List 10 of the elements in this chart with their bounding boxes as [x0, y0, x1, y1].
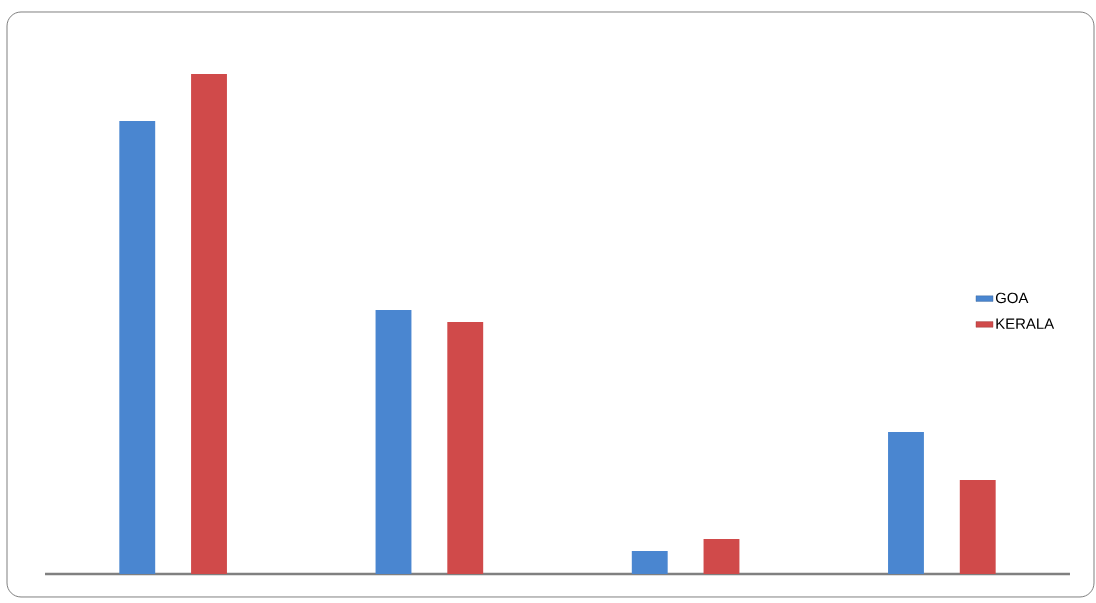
- legend-label: KERALA: [996, 318, 1055, 329]
- bar: [191, 73, 227, 574]
- bar: [703, 538, 740, 574]
- bar: [888, 431, 924, 574]
- bar: [375, 309, 412, 574]
- bar: [631, 550, 668, 574]
- bar: [959, 479, 996, 574]
- legend-label: GOA: [995, 292, 1029, 304]
- bar: [447, 321, 484, 574]
- bar: [119, 120, 156, 574]
